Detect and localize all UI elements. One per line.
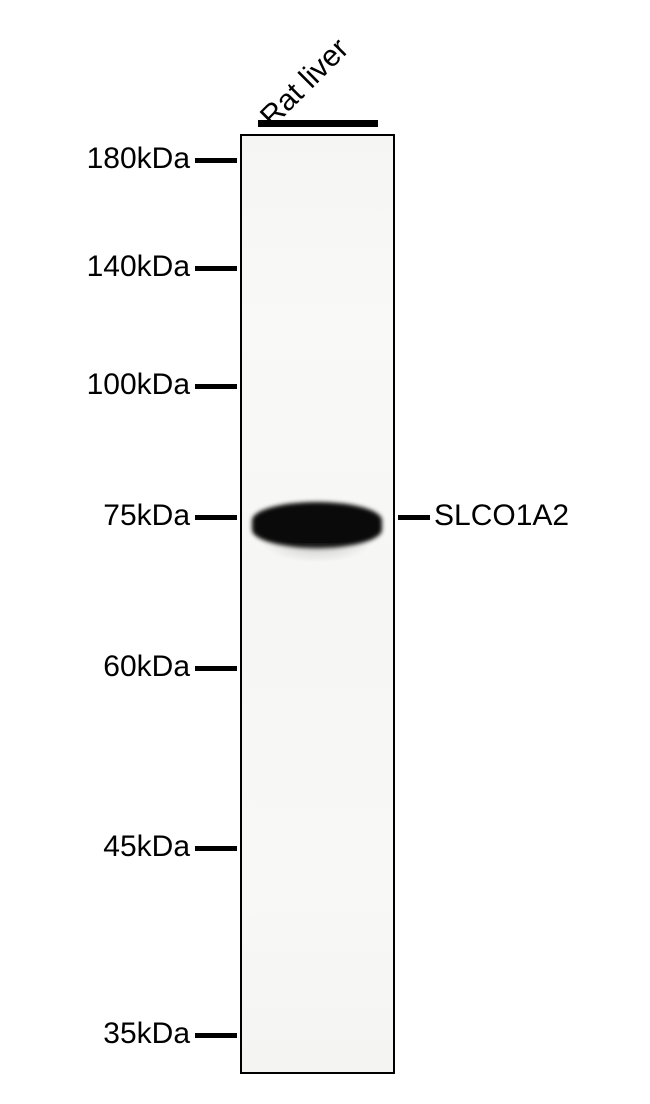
- ladder-label: 45kDa: [103, 830, 190, 864]
- ladder-tick: [195, 158, 237, 163]
- lane-header-bar: [258, 120, 378, 127]
- ladder-label: 140kDa: [87, 250, 190, 284]
- lane-texture: [242, 136, 393, 1072]
- ladder-tick: [195, 384, 237, 389]
- ladder-label: 60kDa: [103, 650, 190, 684]
- protein-band: [252, 502, 382, 548]
- target-label: SLCO1A2: [434, 499, 569, 533]
- ladder-label: 75kDa: [103, 499, 190, 533]
- target-tick: [398, 515, 430, 520]
- ladder-label: 35kDa: [103, 1017, 190, 1051]
- ladder-tick: [195, 1033, 237, 1038]
- lane-label: Rat liver: [254, 32, 356, 134]
- western-blot-figure: Rat liver 180kDa 140kDa 100kDa 75kDa 60kDa 45…: [0, 0, 650, 1104]
- ladder-tick: [195, 266, 237, 271]
- ladder-tick: [195, 666, 237, 671]
- blot-lane: [240, 134, 395, 1074]
- band-smear: [262, 543, 372, 563]
- ladder-tick: [195, 515, 237, 520]
- ladder-label: 100kDa: [87, 368, 190, 402]
- ladder-label: 180kDa: [87, 142, 190, 176]
- ladder-tick: [195, 846, 237, 851]
